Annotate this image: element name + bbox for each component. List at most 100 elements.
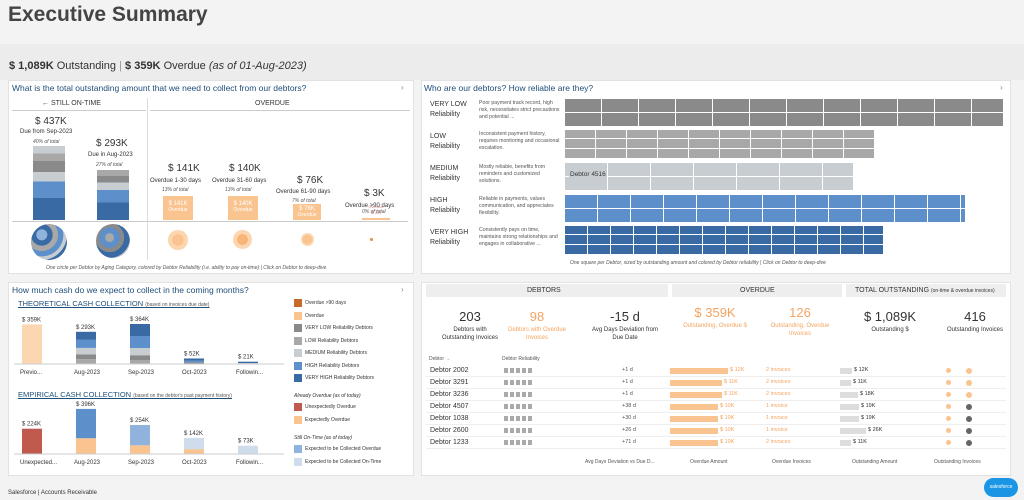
overdue-value-4: $ 3K xyxy=(364,188,385,199)
theoretical-bar-2-seg-1[interactable] xyxy=(130,355,150,360)
overdue-circle-pack-2[interactable] xyxy=(233,230,252,249)
treemap-very-low[interactable] xyxy=(565,98,1003,126)
overdue-amount-bar xyxy=(670,380,722,386)
theoretical-bar-0-seg-0[interactable] xyxy=(22,324,42,364)
empirical-bar-0-seg-0[interactable] xyxy=(22,428,42,454)
debtor-circle-pack-2[interactable] xyxy=(96,224,130,258)
table-row[interactable]: Debtor 1038 +30 d $ 10K 1 invoice $ 19K xyxy=(426,414,1006,425)
theoretical-bar-3-seg-1[interactable] xyxy=(184,360,204,363)
overdue-label: Overdue xyxy=(163,60,206,72)
col-debtor[interactable]: Debtor → xyxy=(429,356,451,362)
theoretical-bar-4-seg-1[interactable] xyxy=(238,361,258,364)
reliability-expand-icon[interactable]: › xyxy=(1000,83,1003,92)
theoretical-bar-2-seg-3[interactable] xyxy=(130,335,150,348)
total-header-text: TOTAL OUTSTANDING xyxy=(855,287,930,294)
theoretical-bar-3-seg-2[interactable] xyxy=(184,358,204,361)
tier-desc-medium: Mostly reliable, benefits from reminders… xyxy=(479,164,546,184)
legend1-swatch-0 xyxy=(294,299,302,307)
table-row[interactable]: Debtor 3291 +1 d $ 11K 2 invoices $ 11K xyxy=(426,378,1006,389)
outstanding-amount-value: $ 19K xyxy=(861,403,876,409)
empirical-bar-2-seg-0[interactable] xyxy=(130,445,150,454)
overdue-box-1-value: $ 141K xyxy=(168,201,188,207)
table-row[interactable]: Debtor 2600 +26 d $ 10K 1 invoice $ 26K xyxy=(426,426,1006,437)
theoretical-chart: $ 359K Previo... $ 293K Aug-2023 $ 364K Sep-2… xyxy=(14,317,284,376)
theoretical-bar-1-seg-1[interactable] xyxy=(76,354,96,360)
overdue-pct-2: 13% of total xyxy=(225,187,252,193)
overdue-circle-pack-3[interactable] xyxy=(301,233,314,246)
empirical-bar-1-seg-0[interactable] xyxy=(76,438,96,454)
table-row[interactable]: Debtor 4507 +38 d $ 10K 1 invoice $ 19K xyxy=(426,402,1006,413)
theoretical-bar-2-seg-4[interactable] xyxy=(130,323,150,336)
ontime-pct-1: 40% of total xyxy=(33,139,60,145)
cash-expand-icon[interactable]: › xyxy=(401,285,404,294)
debtors-header-band xyxy=(426,284,668,297)
kpi-overdue-amount-label: Outstanding, Overdue $ xyxy=(683,323,747,329)
reliability-footnote: One square per Debtor, sized by outstand… xyxy=(570,260,826,266)
debtor-circle-pack-1[interactable] xyxy=(31,224,67,260)
tier-name-high: HIGH Reliability xyxy=(430,197,460,214)
theoretical-bar-1-seg-2[interactable] xyxy=(76,347,96,355)
tier-name-very-low: VERY LOW Reliability xyxy=(430,101,467,118)
ontime-bar-1[interactable] xyxy=(33,146,65,220)
empirical-bar-label-0: $ 224K xyxy=(22,422,41,428)
invoice-dot xyxy=(946,440,951,445)
overdue-header: OVERDUE xyxy=(255,100,290,107)
outstanding-amount-bar xyxy=(840,416,859,422)
theoretical-bar-2-seg-2[interactable] xyxy=(130,347,150,356)
legend1-label-4: MEDIUM Reliability Debtors xyxy=(305,350,367,356)
page-title: Executive Summary xyxy=(8,3,208,26)
overdue-pct-3: 7% of total xyxy=(292,198,316,204)
table-row[interactable]: Debtor 2002 +1 d $ 12K 2 invoices $ 12K xyxy=(426,366,1006,377)
deviation-value: +1 d xyxy=(622,367,633,373)
reliability-stars xyxy=(504,416,532,421)
treemap-low[interactable] xyxy=(565,130,875,158)
overdue-circle-pack-1[interactable] xyxy=(168,230,188,250)
invoice-dot xyxy=(966,440,972,446)
theoretical-bar-1-seg-3[interactable] xyxy=(76,339,96,348)
debtor-name: Debtor 2002 xyxy=(430,367,469,374)
tier-desc-low: Inconsistent payment history, requires m… xyxy=(479,131,560,151)
table-row[interactable]: Debtor 1233 +71 d $ 10K 2 invoices $ 11K xyxy=(426,438,1006,449)
treemap-very-high[interactable] xyxy=(565,226,883,254)
as-of-date: (as of 01-Aug-2023) xyxy=(208,60,307,72)
theoretical-bar-1-seg-4[interactable] xyxy=(76,331,96,340)
theoretical-bar-2-seg-0[interactable] xyxy=(130,359,150,364)
treemap-medium[interactable] xyxy=(565,162,853,190)
ontime-caption-1: Due from Sep-2023 xyxy=(20,129,73,135)
overdue-box-3[interactable]: $ 76K Overdue xyxy=(293,204,321,220)
overdue-box-1[interactable]: $ 141K Overdue xyxy=(163,196,193,220)
overdue-box-2[interactable]: $ 140K Overdue xyxy=(228,196,258,220)
empirical-bar-4-seg-0[interactable] xyxy=(238,445,258,454)
empirical-bar-3-seg-1[interactable] xyxy=(184,437,204,450)
overdue-circle-pack-4[interactable] xyxy=(370,238,373,241)
theoretical-category-2: Sep-2023 xyxy=(128,370,155,376)
outstanding-amount-bar xyxy=(840,440,851,446)
ontime-bar-2[interactable] xyxy=(97,170,129,220)
aging-expand-icon[interactable]: › xyxy=(401,83,404,92)
theoretical-bar-3-seg-0[interactable] xyxy=(184,362,204,364)
empirical-bar-2-seg-1[interactable] xyxy=(130,425,150,446)
outstanding-amount-value: $ 12K xyxy=(854,367,869,373)
axis-line xyxy=(12,221,408,222)
deviation-value: +30 d xyxy=(622,415,636,421)
overdue-invoices-value: 2 invoices xyxy=(766,391,791,397)
outstanding-amount-value: $ 19K xyxy=(861,415,876,421)
outstanding-amount-bar xyxy=(840,428,866,434)
tier-name-low: LOW Reliability xyxy=(430,133,460,150)
legend3-label-1: Expected to be Collected On-Time xyxy=(305,458,382,465)
table-row[interactable]: Debtor 3236 +1 d $ 11K 2 invoices $ 18K xyxy=(426,390,1006,401)
overdue-box-4[interactable]: $ 3K Overdue xyxy=(362,204,390,220)
empirical-bar-1-seg-1[interactable] xyxy=(76,408,96,439)
theoretical-bar-1-seg-0[interactable] xyxy=(76,359,96,364)
empirical-bar-3-seg-0[interactable] xyxy=(184,449,204,454)
legend1-label-0: Overdue >90 days xyxy=(305,300,346,306)
reliability-stars xyxy=(504,368,532,373)
ontime-value-2: $ 293K xyxy=(96,138,128,149)
overdue-invoices-value: 2 invoices xyxy=(766,379,791,385)
legend1-label-5: HIGH Reliability Debtors xyxy=(305,362,360,369)
ontime-value-1: $ 437K xyxy=(35,116,67,127)
treemap-high[interactable] xyxy=(565,194,965,222)
ontime-caption-2: Due in Aug-2023 xyxy=(88,152,133,158)
footer-col-2: Overdue Invoices xyxy=(772,459,811,465)
legend3-swatch-1 xyxy=(294,457,302,466)
